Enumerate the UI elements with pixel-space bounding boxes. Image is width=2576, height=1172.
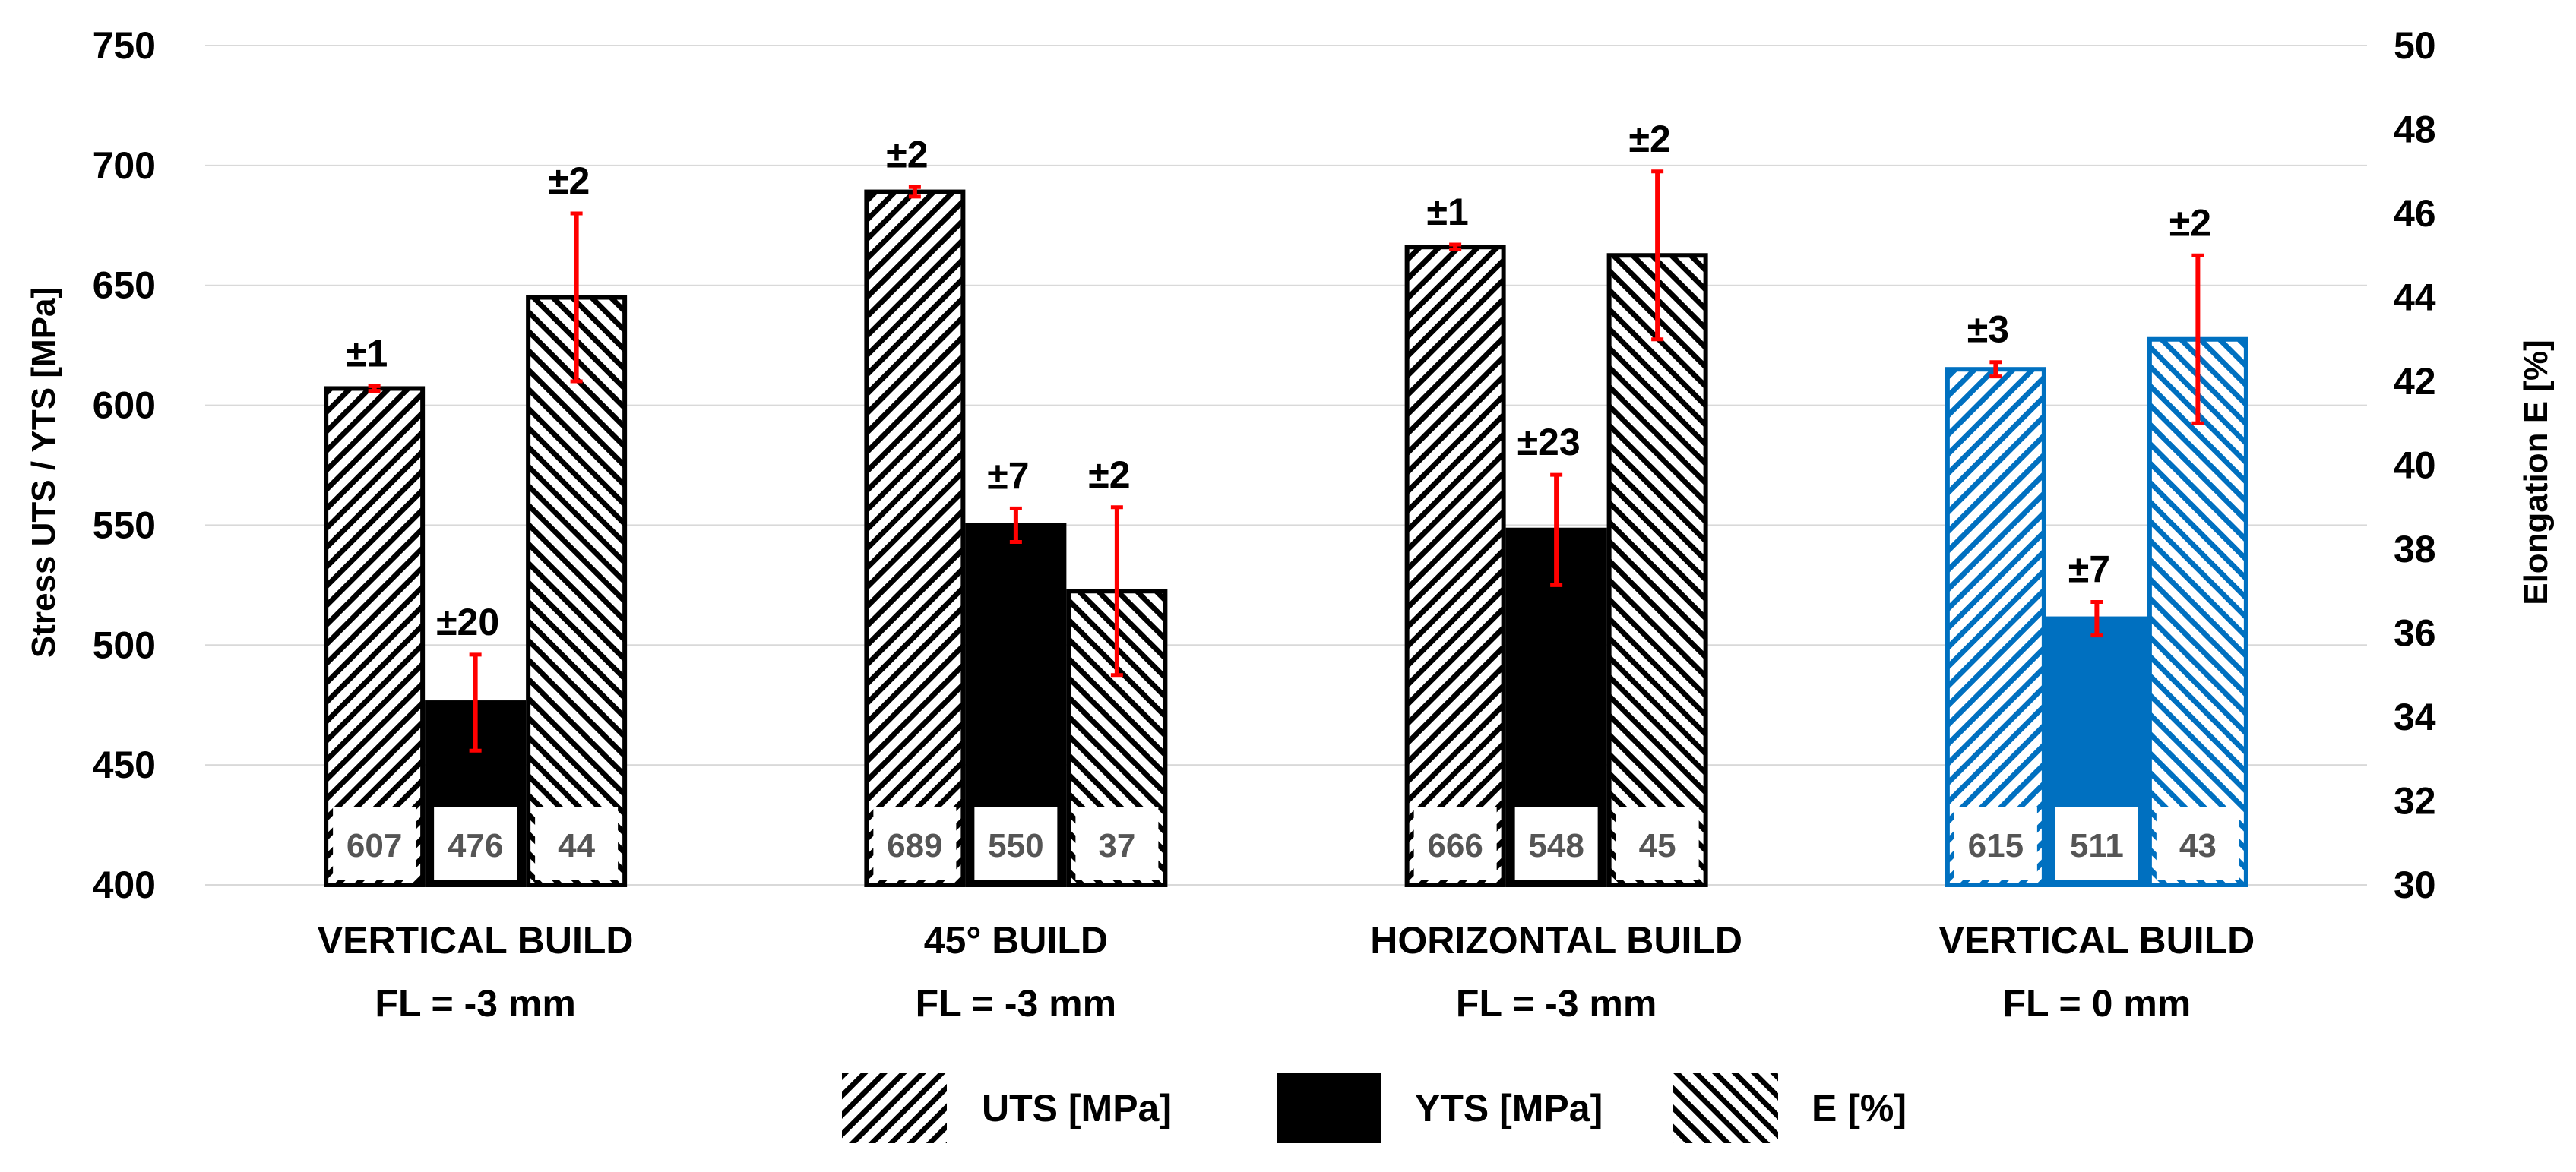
error-label: ±3	[1967, 308, 2009, 351]
value-label: 476	[448, 827, 503, 864]
value-label: 511	[2070, 827, 2124, 864]
legend-label-e: E [%]	[1812, 1087, 1907, 1129]
category-label-line2: FL = -3 mm	[916, 982, 1116, 1025]
bar-e-3	[1606, 253, 1708, 887]
error-label: ±1	[1427, 191, 1469, 233]
value-label: 37	[1098, 827, 1135, 864]
value-label: 615	[1968, 827, 2024, 864]
category-label-line1: HORIZONTAL BUILD	[1370, 919, 1742, 962]
value-label-box	[333, 807, 416, 880]
legend: UTS [MPa] YTS [MPa] E [%]	[842, 1073, 1907, 1143]
left-tick-label: 550	[93, 504, 156, 546]
value-label-box	[1075, 807, 1159, 880]
error-label: ±1	[346, 332, 388, 374]
right-axis-title: Elongation E [%]	[2517, 340, 2555, 605]
category-label-line1: VERTICAL BUILD	[1939, 919, 2255, 962]
legend-swatch-yts	[1277, 1073, 1381, 1143]
right-axis-ticks: 30 32 34 36 38 40 42 44 46 48 50	[2394, 24, 2436, 906]
error-label: ±7	[987, 454, 1029, 497]
value-label-box	[1514, 807, 1598, 880]
right-tick-label: 38	[2394, 528, 2436, 570]
value-label-box	[2055, 807, 2138, 880]
right-tick-label: 36	[2394, 612, 2436, 655]
right-tick-label: 50	[2394, 24, 2436, 67]
bar-e-1	[526, 295, 628, 887]
error-bars	[368, 169, 2204, 753]
value-label: 548	[1528, 827, 1584, 864]
category-label-line2: FL = 0 mm	[2002, 982, 2191, 1025]
value-label: 666	[1427, 827, 1483, 864]
data-labels: 607 ±1 476 ±20 44 ±2 689 ±2 550 ±7 37 ±2 666 ±1 548 ±23…	[333, 118, 2239, 880]
value-label-box	[535, 807, 619, 880]
value-label-box	[873, 807, 957, 880]
left-tick-label: 700	[93, 144, 156, 187]
value-label-box	[434, 807, 517, 880]
left-axis-title: Stress UTS / YTS [MPa]	[25, 287, 62, 658]
right-tick-label: 46	[2394, 192, 2436, 235]
value-label: 689	[887, 827, 942, 864]
left-tick-label: 600	[93, 384, 156, 427]
legend-swatch-uts	[842, 1073, 947, 1143]
left-tick-label: 450	[93, 744, 156, 786]
value-label: 607	[347, 827, 402, 864]
error-label: ±2	[1629, 118, 1671, 160]
value-label-box	[2156, 807, 2239, 880]
left-tick-label: 650	[93, 264, 156, 307]
bar-uts-3	[1404, 245, 1506, 887]
right-tick-label: 42	[2394, 360, 2436, 403]
value-label: 45	[1639, 827, 1676, 864]
left-tick-label: 500	[93, 624, 156, 666]
legend-label-uts: UTS [MPa]	[982, 1087, 1172, 1129]
right-tick-label: 34	[2394, 696, 2436, 738]
legend-label-yts: YTS [MPa]	[1415, 1087, 1603, 1129]
legend-swatch-e	[1673, 1073, 1778, 1143]
left-tick-label: 400	[93, 864, 156, 906]
category-label-line2: FL = -3 mm	[1456, 982, 1657, 1025]
left-tick-label: 750	[93, 24, 156, 67]
bars	[324, 189, 2248, 888]
category-label-line1: 45° BUILD	[924, 919, 1108, 962]
category-label-line2: FL = -3 mm	[375, 982, 575, 1025]
error-label: ±20	[436, 601, 499, 643]
bar-e-4	[2147, 336, 2248, 887]
right-tick-label: 44	[2394, 276, 2436, 319]
error-label: ±2	[2169, 201, 2211, 244]
error-label: ±2	[1088, 453, 1130, 496]
value-label-box	[1413, 807, 1497, 880]
right-tick-label: 30	[2394, 864, 2436, 906]
error-label: ±23	[1517, 421, 1581, 463]
bar-uts-1	[324, 386, 426, 887]
right-tick-label: 32	[2394, 780, 2436, 823]
value-label: 550	[988, 827, 1043, 864]
error-label: ±2	[886, 133, 928, 175]
value-label: 43	[2179, 827, 2217, 864]
error-label: ±7	[2068, 548, 2110, 590]
right-tick-label: 48	[2394, 109, 2436, 151]
left-axis-ticks: 400 450 500 550 600 650 700 750	[93, 24, 156, 906]
category-label-line1: VERTICAL BUILD	[318, 919, 634, 962]
value-label-box	[974, 807, 1058, 880]
bar-uts-2	[864, 189, 966, 888]
category-labels: VERTICAL BUILD FL = -3 mm 45° BUILD FL = -3…	[318, 919, 2255, 1025]
right-tick-label: 40	[2394, 444, 2436, 487]
error-label: ±2	[548, 160, 590, 202]
value-label-box	[1616, 807, 1699, 880]
value-label: 44	[558, 827, 595, 864]
value-label-box	[1954, 807, 2037, 880]
